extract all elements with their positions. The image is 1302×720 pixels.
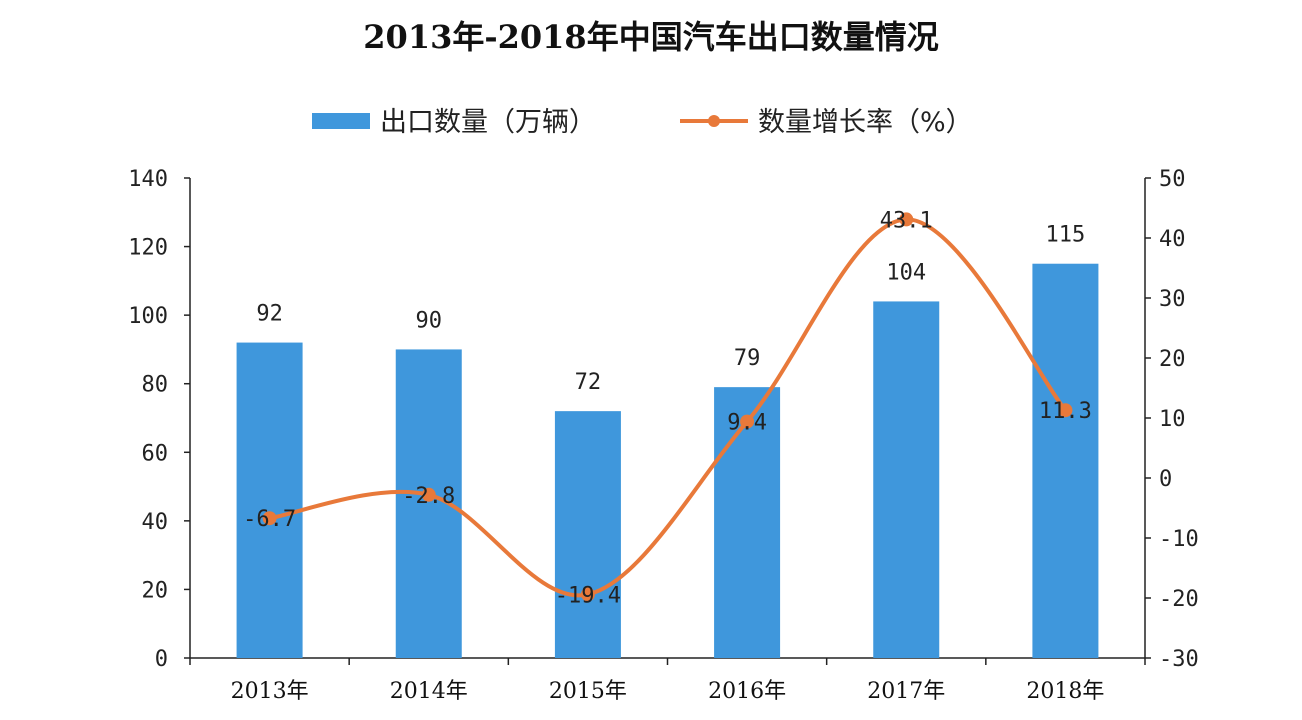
rate-value-label: -2.8	[402, 484, 455, 509]
right-tick-label: 20	[1159, 347, 1186, 372]
left-tick-label: 60	[142, 441, 169, 466]
bar	[554, 411, 621, 658]
rate-value-label: -6.7	[243, 507, 296, 532]
right-tick-label: 0	[1159, 467, 1172, 492]
labels: 92 90 72 79 104 115 -6.7 -2.8 -19.4 9.4 43.1 11.3	[243, 208, 1092, 608]
right-tick-label: 10	[1159, 407, 1186, 432]
rate-value-label: -19.4	[555, 583, 621, 608]
bar-value-label: 115	[1046, 223, 1086, 248]
bar	[714, 387, 781, 658]
chart-title: 2013年-2018年中国汽车出口数量情况	[363, 18, 938, 56]
bar	[1032, 263, 1099, 658]
bars	[236, 263, 1099, 658]
right-tick-label: 30	[1159, 287, 1186, 312]
legend-label-bars: 出口数量（万辆）	[380, 107, 596, 138]
rate-point	[1058, 403, 1073, 418]
legend-marker-rate	[708, 115, 720, 127]
rate-line-path	[269, 217, 1067, 598]
bar-value-label: 92	[256, 302, 283, 327]
rate-point	[740, 414, 755, 429]
rate-point	[262, 511, 277, 526]
category-label: 2013年	[231, 679, 309, 704]
left-tick-label: 140	[128, 167, 168, 192]
rate-line	[262, 212, 1073, 602]
rate-value-label: 9.4	[727, 411, 767, 436]
right-tick-label: 40	[1159, 227, 1186, 252]
rate-point	[899, 212, 914, 227]
left-tick-label: 120	[128, 236, 168, 261]
right-tick-label: 50	[1159, 167, 1186, 192]
bar-value-label: 104	[886, 260, 926, 285]
legend-label-rate: 数量增长率（%）	[758, 107, 973, 138]
rate-point	[580, 587, 595, 602]
legend: 出口数量（万辆） 数量增长率（%）	[312, 107, 973, 138]
right-tick-label: -10	[1159, 527, 1199, 552]
category-label: 2017年	[867, 679, 945, 704]
bar-value-label: 79	[734, 346, 761, 371]
rate-point	[421, 487, 436, 502]
bar	[873, 301, 940, 658]
rate-value-label: 43.1	[880, 208, 933, 233]
category-label: 2014年	[390, 679, 468, 704]
left-tick-label: 20	[142, 578, 169, 603]
category-label: 2018年	[1026, 679, 1104, 704]
left-tick-label: 100	[128, 304, 168, 329]
right-tick-label: -20	[1159, 587, 1199, 612]
left-tick-label: 80	[142, 373, 169, 398]
bar-value-label: 72	[575, 370, 602, 395]
left-tick-label: 0	[155, 647, 168, 672]
legend-swatch-bars	[312, 113, 370, 129]
right-tick-label: -30	[1159, 647, 1199, 672]
bar-value-label: 90	[416, 308, 443, 333]
category-label: 2015年	[549, 679, 627, 704]
category-label: 2016年	[708, 679, 786, 704]
bar	[236, 342, 303, 658]
rate-value-label: 11.3	[1039, 399, 1092, 424]
left-tick-label: 40	[142, 510, 169, 535]
axes: 0 20 40 60 80 100 120 140 -30 -20 -10 0 10 20 30 40 50 20…	[128, 167, 1199, 704]
